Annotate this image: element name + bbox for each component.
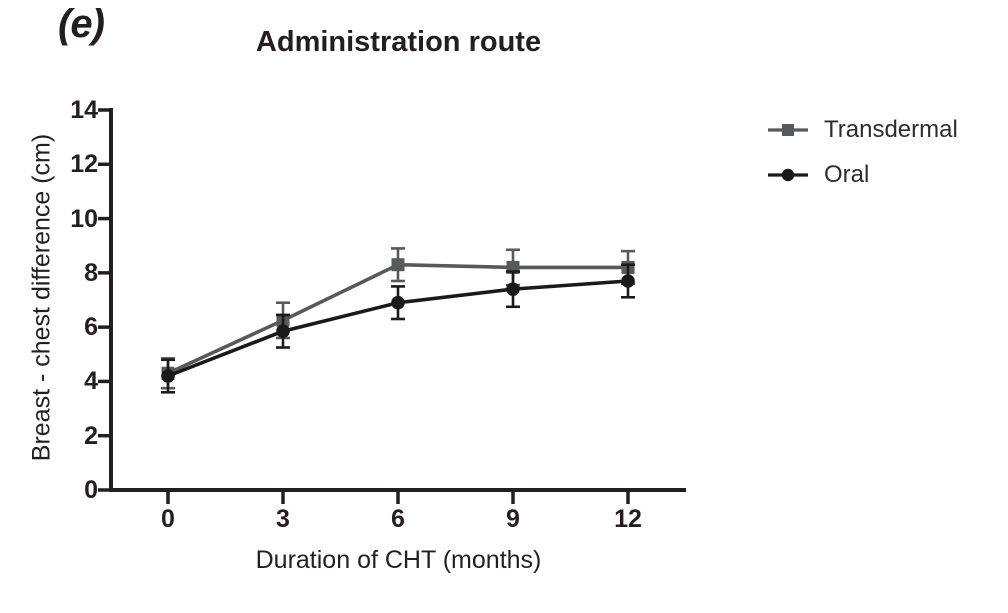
circle-marker: [276, 324, 290, 339]
x-tick-label: 6: [391, 505, 405, 533]
legend-square-marker-icon: [768, 124, 808, 136]
y-tick-label: 14: [70, 95, 98, 124]
legend-label: Transdermal: [824, 116, 958, 143]
x-tick-label: 0: [161, 505, 175, 533]
x-tick-label: 9: [506, 505, 520, 533]
x-axis-label: Duration of CHT (months): [255, 546, 542, 574]
x-tick-label: 3: [276, 505, 290, 533]
y-tick-label: 2: [84, 421, 98, 450]
series-oral: [161, 263, 635, 394]
legend-label: Oral: [824, 161, 870, 188]
y-tick-label: 8: [84, 258, 98, 287]
legend-circle-marker-icon: [768, 168, 808, 182]
y-tick-label: 4: [84, 367, 98, 396]
circle-marker: [161, 369, 175, 383]
y-tick-label: 6: [84, 313, 98, 342]
legend: Transdermal Oral: [766, 116, 958, 189]
circle-marker: [506, 282, 520, 296]
legend-item-oral: Oral: [766, 161, 958, 189]
chart-title: Administration route: [255, 26, 542, 58]
legend-item-transdermal: Transdermal: [766, 116, 958, 144]
y-tick-label: 10: [70, 204, 98, 233]
axis-lines: [109, 108, 686, 492]
panel-letter-label: (e): [58, 2, 105, 46]
y-tick-label: 12: [70, 150, 98, 179]
y-tick-label: 0: [84, 476, 98, 504]
circle-marker: [391, 295, 405, 310]
x-tick-label: 12: [614, 505, 642, 533]
circle-marker: [621, 274, 635, 288]
square-marker: [391, 258, 405, 272]
